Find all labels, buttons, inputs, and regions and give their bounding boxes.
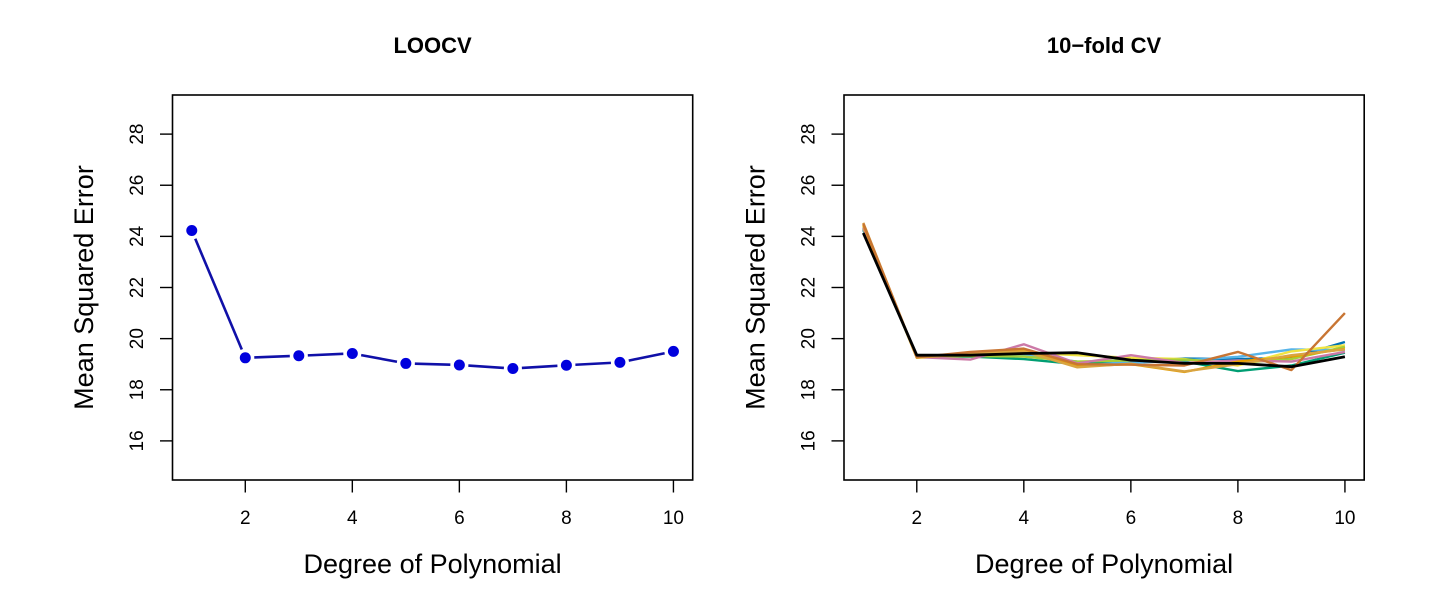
chart-title: 10−fold CV xyxy=(1047,33,1162,58)
series-segment xyxy=(628,351,665,362)
y-tick-label: 28 xyxy=(799,124,820,145)
data-point xyxy=(186,224,198,236)
x-tick-label: 6 xyxy=(1126,508,1137,529)
x-tick-label: 4 xyxy=(1019,508,1030,529)
y-tick-label: 20 xyxy=(799,328,820,349)
x-tick-label: 8 xyxy=(561,508,572,529)
data-point xyxy=(507,363,519,375)
series-line-run-7 xyxy=(862,224,1346,374)
series-line-run-10 xyxy=(862,232,1346,369)
y-axis-label: Mean Squared Error xyxy=(69,165,99,410)
series-line-run-4 xyxy=(862,225,1346,367)
series-segment xyxy=(414,362,451,367)
series-line-run-9 xyxy=(862,223,1346,372)
y-axis: 16 18 20 22 24 26 28 xyxy=(799,124,844,451)
series-line-run-3 xyxy=(862,226,1346,373)
data-point xyxy=(667,345,679,357)
x-tick-label: 8 xyxy=(1233,508,1244,529)
data-point xyxy=(239,352,251,364)
y-tick-label: 22 xyxy=(799,277,820,298)
series-line-run-2 xyxy=(862,228,1345,365)
series-group xyxy=(186,224,679,375)
y-axis: 16 18 20 22 24 26 28 xyxy=(127,124,173,451)
y-tick-label: 24 xyxy=(127,225,148,247)
y-tick-label: 26 xyxy=(127,175,148,196)
y-axis-label: Mean Squared Error xyxy=(741,165,771,410)
y-tick-label: 16 xyxy=(799,430,820,451)
y-tick-label: 22 xyxy=(127,277,148,298)
series-segment xyxy=(307,352,344,357)
data-point xyxy=(293,350,305,362)
series-line-run-5 xyxy=(862,228,1346,365)
plot-frame xyxy=(171,94,694,481)
x-tick-label: 2 xyxy=(240,508,251,529)
series-segment xyxy=(360,353,398,364)
x-tick-label: 10 xyxy=(663,508,684,529)
y-tick-label: 16 xyxy=(127,430,148,451)
y-tick-label: 26 xyxy=(799,175,820,196)
series-segment xyxy=(194,238,243,351)
series-group xyxy=(862,222,1346,374)
x-tick-label: 6 xyxy=(454,508,465,529)
series-segment xyxy=(521,364,558,370)
x-axis: 2 4 6 8 10 xyxy=(911,480,1356,529)
series-line-run-8 xyxy=(862,222,1346,373)
y-tick-label: 24 xyxy=(799,225,820,247)
chart-title: LOOCV xyxy=(393,33,472,58)
data-point xyxy=(346,347,358,359)
series-segment xyxy=(575,361,611,367)
x-axis: 2 4 6 8 10 xyxy=(240,480,684,529)
x-tick-label: 2 xyxy=(911,508,922,529)
series-segment xyxy=(254,354,290,359)
series-segment xyxy=(468,364,504,370)
y-tick-label: 18 xyxy=(127,379,148,400)
data-point xyxy=(614,356,626,368)
data-point xyxy=(453,359,465,371)
x-tick-label: 10 xyxy=(1334,508,1355,529)
data-point xyxy=(400,357,412,369)
plot-frame xyxy=(843,94,1366,481)
series-line-run-1 xyxy=(862,229,1346,365)
series-line-run-6 xyxy=(862,226,1346,365)
y-tick-label: 28 xyxy=(127,124,148,145)
x-axis-label: Degree of Polynomial xyxy=(975,549,1233,579)
y-tick-label: 20 xyxy=(127,328,148,349)
x-axis-label: Degree of Polynomial xyxy=(304,549,562,579)
y-tick-label: 18 xyxy=(799,379,820,400)
data-point xyxy=(560,359,572,371)
x-tick-label: 4 xyxy=(347,508,358,529)
